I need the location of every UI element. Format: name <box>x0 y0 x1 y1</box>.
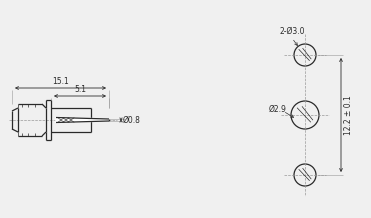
Text: 15.1: 15.1 <box>52 77 69 86</box>
Text: 2-Ø3.0: 2-Ø3.0 <box>280 27 305 36</box>
Text: 12.2 ± 0.1: 12.2 ± 0.1 <box>344 95 353 135</box>
Text: Ø2.9: Ø2.9 <box>269 104 287 114</box>
Text: Ø0.8: Ø0.8 <box>123 116 141 124</box>
Text: 5.1: 5.1 <box>74 85 86 94</box>
Polygon shape <box>56 118 109 123</box>
